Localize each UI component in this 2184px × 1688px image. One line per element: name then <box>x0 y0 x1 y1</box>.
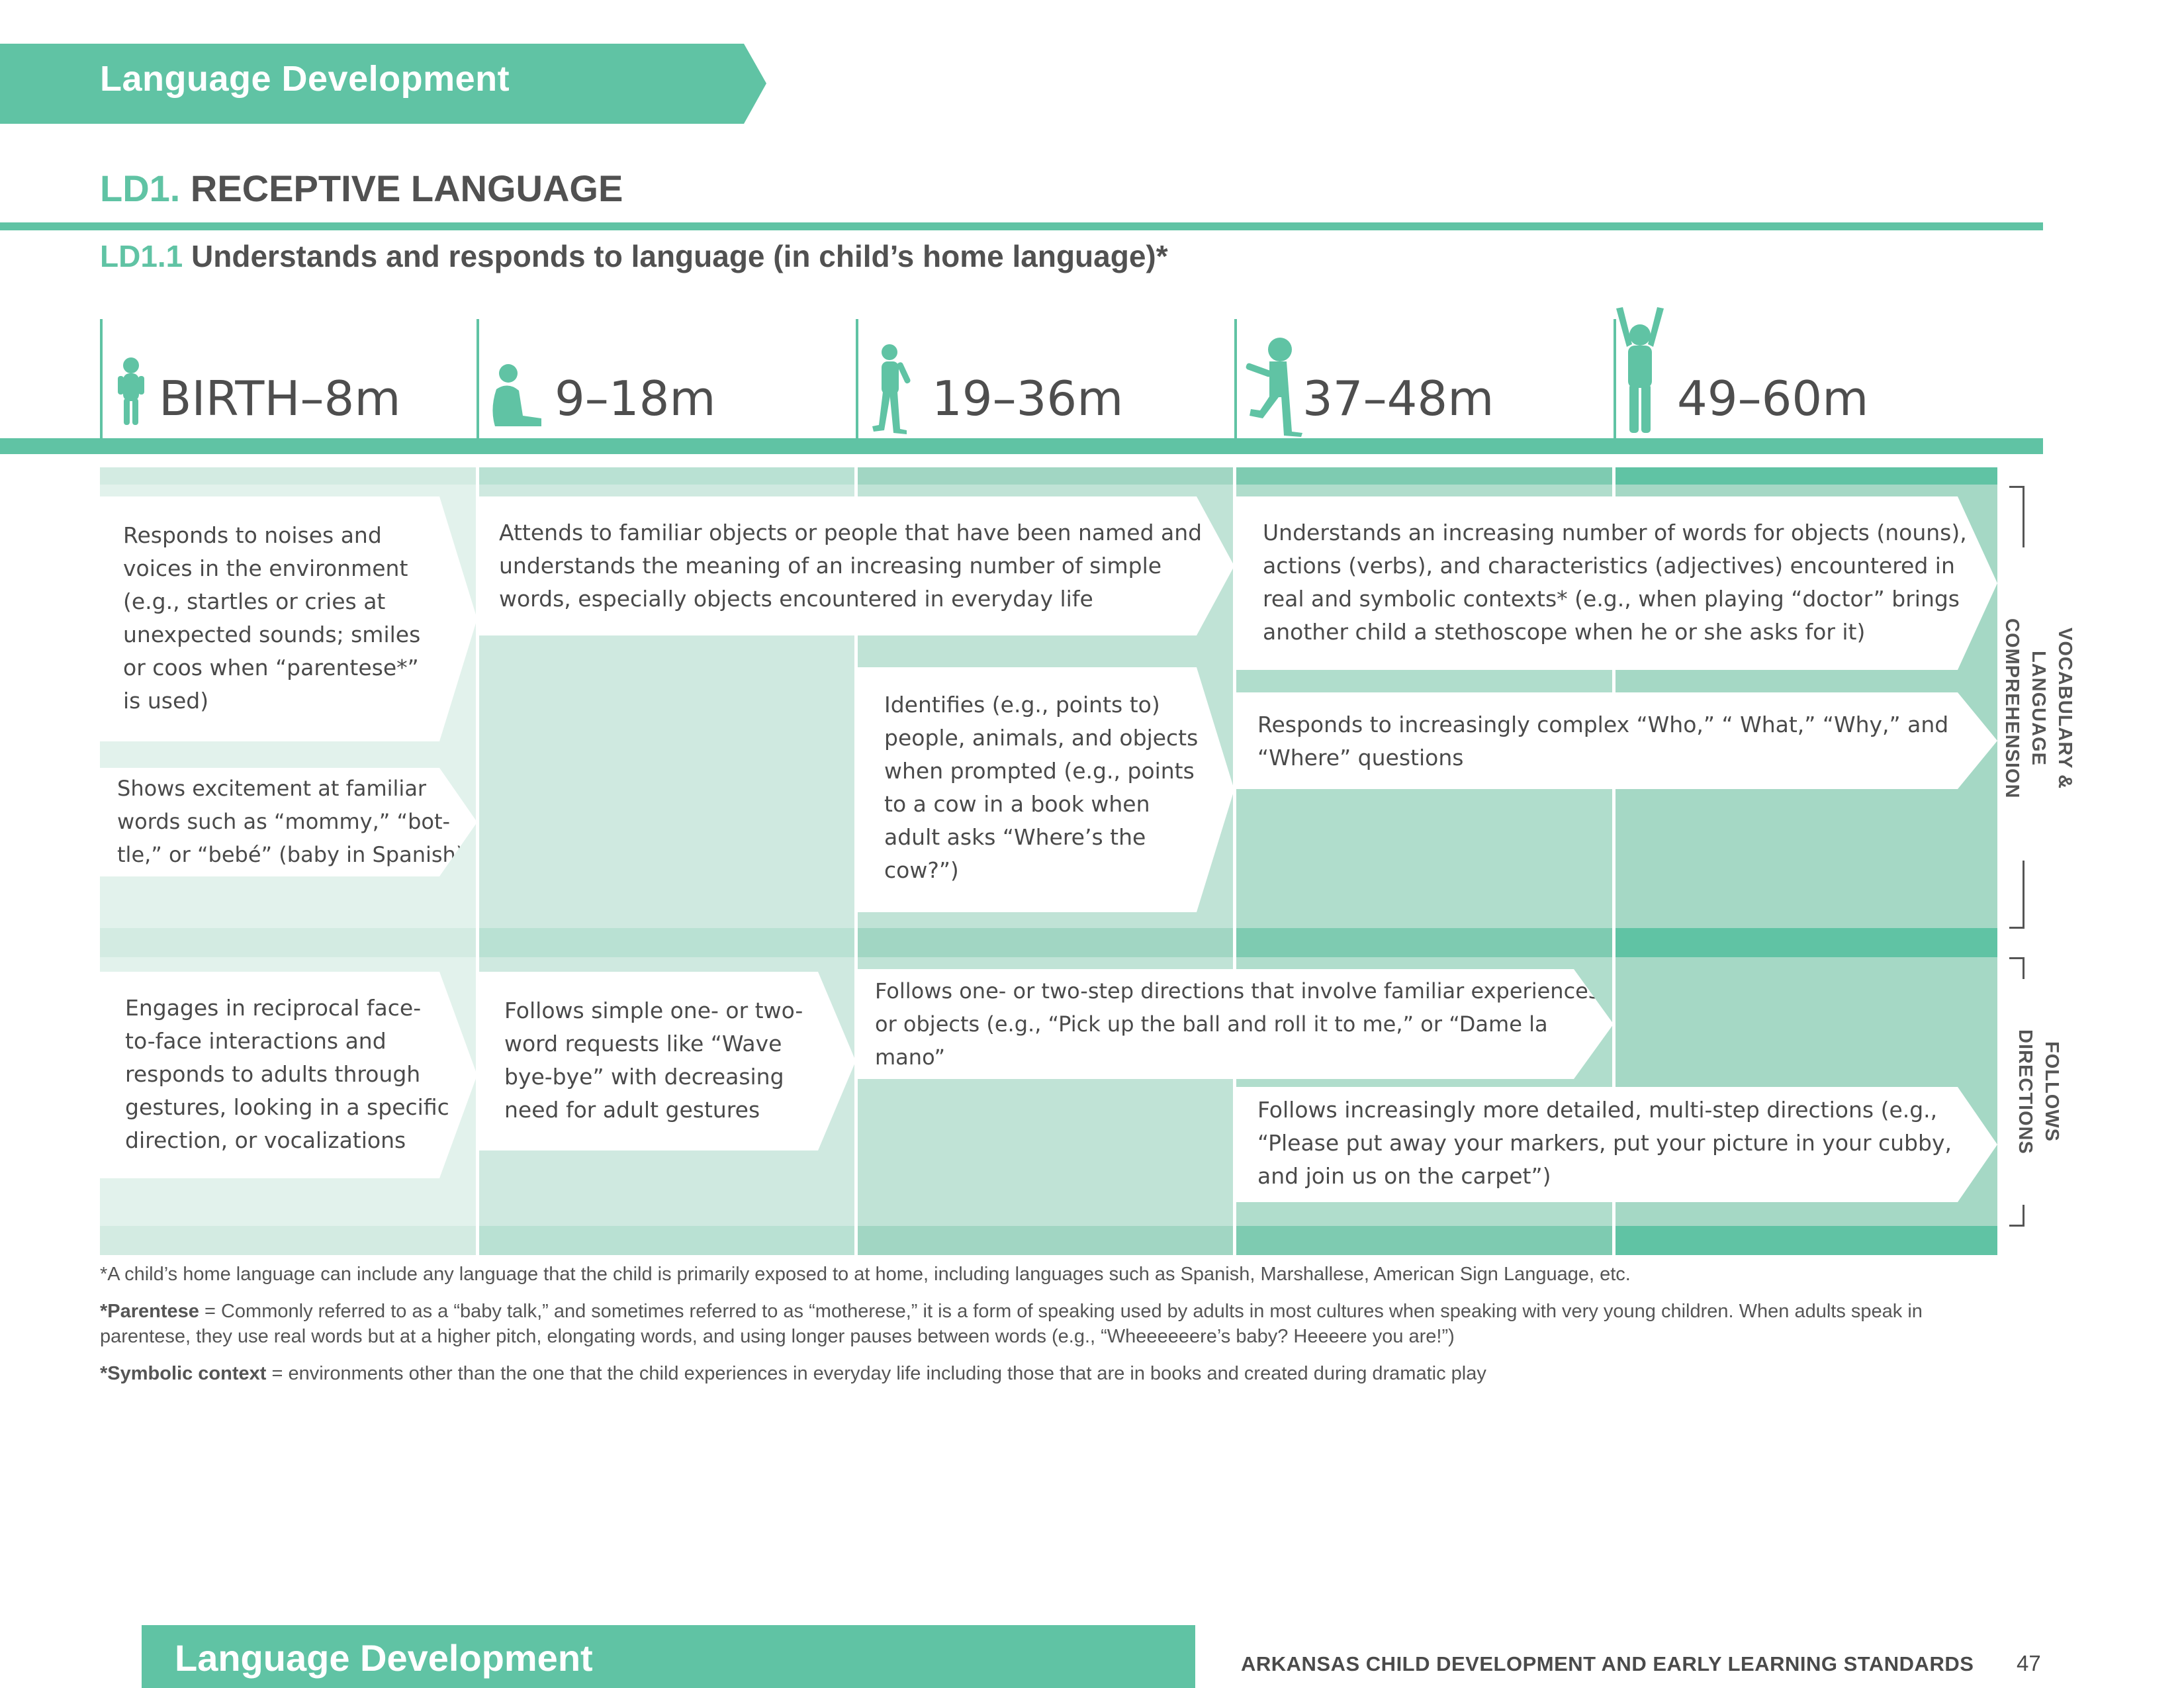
stripe <box>1614 928 1997 957</box>
stripe <box>1234 467 1614 485</box>
bracket <box>2009 957 2025 979</box>
bracket <box>2009 1205 2025 1227</box>
infant-standing-icon <box>118 357 144 425</box>
stripe <box>100 467 477 485</box>
stripe <box>477 1226 856 1255</box>
baby-sitting-icon <box>492 364 541 426</box>
sub-code: LD1.1 <box>100 239 183 273</box>
indicator-box: Attends to familiar objects or people th… <box>479 496 1234 635</box>
stripe <box>1614 467 1997 485</box>
section-name: RECEPTIVE LANGUAGE <box>190 167 623 209</box>
row-label-follows-directions: FOLLOWS DIRECTIONS <box>2015 1029 2062 1154</box>
indicator-box: Follows increasingly more detailed, mult… <box>1236 1087 1997 1202</box>
column-separator <box>1612 467 1615 1255</box>
indicator-box: Identifies (e.g., points to) people, anim… <box>858 667 1234 912</box>
stripe <box>477 928 856 957</box>
row-label-vocabulary: VOCABULARY & LANGUAGE COMPREHENSION <box>2001 618 2075 799</box>
indicator-box: Engages in reciprocal face-to-face inter… <box>100 972 477 1178</box>
stripe <box>1614 1226 1997 1255</box>
child-running-icon <box>1246 338 1302 437</box>
age-label-37-48m: 37–48m <box>1302 371 1494 426</box>
footnote-symbolic: *Symbolic context = environments other t… <box>100 1361 1953 1386</box>
indicator-box: Responds to increasingly complex “Who,” … <box>1236 692 1997 789</box>
footnote-term: *Symbolic context <box>100 1363 267 1384</box>
bottom-banner <box>142 1625 1195 1688</box>
section-code: LD1. <box>100 167 181 209</box>
column-separator <box>854 467 858 1255</box>
stripe <box>100 928 477 957</box>
indicator-box: Responds to noises and voices in the envi… <box>100 496 477 741</box>
column-separator <box>1233 467 1236 1255</box>
indicator-box: Shows excitement at familiar words such a… <box>100 768 477 876</box>
indicator-box: Follows one- or two-step directions that… <box>858 969 1614 1079</box>
stripe <box>856 1226 1234 1255</box>
footnote-parentese: *Parentese = Commonly referred to as a “… <box>100 1299 1953 1349</box>
footer-title: ARKANSAS CHILD DEVELOPMENT AND EARLY LEA… <box>1241 1652 1974 1675</box>
stripe <box>477 467 856 485</box>
stripe <box>1234 1226 1614 1255</box>
age-label-birth-8m: BIRTH–8m <box>159 371 401 426</box>
toddler-walking-icon <box>872 344 911 434</box>
page-number: 47 <box>2017 1651 2041 1675</box>
bottom-banner-title: Language Development <box>175 1637 593 1679</box>
sub-name: Understands and responds to language (in… <box>191 239 1168 273</box>
age-divider <box>477 319 479 438</box>
bracket <box>2009 486 2025 547</box>
stripe <box>856 928 1234 957</box>
footnote-home-language: *A child’s home language can include any… <box>100 1264 1631 1285</box>
sub-title: LD1.1 Understands and responds to langua… <box>100 238 1168 274</box>
section-rule <box>0 222 2043 230</box>
section-title: LD1. RECEPTIVE LANGUAGE <box>100 167 623 210</box>
age-divider <box>1234 319 1237 438</box>
age-label-19-36m: 19–36m <box>932 371 1124 426</box>
age-divider <box>856 319 858 438</box>
footnote-term: *Parentese <box>100 1301 199 1322</box>
child-arms-raised-icon <box>1616 307 1664 433</box>
stripe <box>1234 928 1614 957</box>
footnote-text: = environments other than the one that t… <box>266 1363 1486 1384</box>
age-bar <box>0 438 2043 454</box>
age-label-49-60m: 49–60m <box>1677 371 1869 426</box>
age-divider <box>1614 319 1616 438</box>
indicator-box: Follows simple one- or two-word requests… <box>479 972 856 1150</box>
column-separator <box>476 467 479 1255</box>
top-banner <box>0 44 766 124</box>
indicator-box: Understands an increasing number of word… <box>1236 496 1997 670</box>
stripe <box>856 467 1234 485</box>
stripe <box>100 1226 477 1255</box>
footnote-text: = Commonly referred to as a “baby talk,”… <box>100 1301 1923 1347</box>
top-banner-title: Language Development <box>100 59 510 99</box>
bracket <box>2009 861 2025 929</box>
age-divider <box>100 319 103 438</box>
age-label-9-18m: 9–18m <box>555 371 716 426</box>
